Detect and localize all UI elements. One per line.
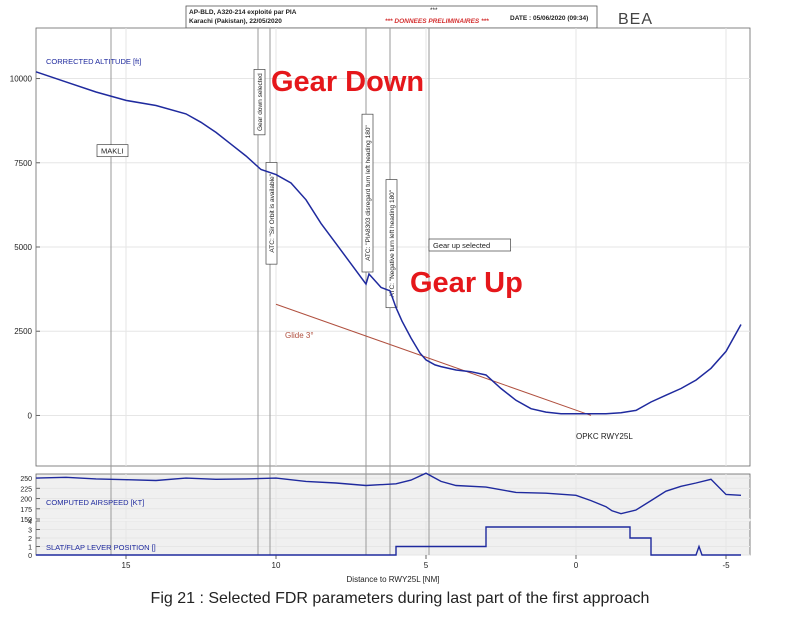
header-status: *** DONNEES PRELIMINAIRES *** — [385, 18, 489, 25]
header-flight: Karachi (Pakistan), 22/05/2020 — [189, 18, 282, 25]
event-marker-group: Gear down selected — [253, 69, 266, 136]
altitude-y-ticks: 0 2500 5000 7500 10000 — [10, 75, 40, 420]
y-tick-label: 3 — [28, 528, 32, 535]
flap-series-line — [36, 526, 741, 556]
event-marker-label: Gear down selected — [257, 73, 264, 131]
event-marker-group: ATC: "PIA8303 disregard turn left headin… — [361, 113, 374, 273]
y-tick-label: 10000 — [10, 75, 33, 84]
y-tick-label: 5000 — [14, 243, 32, 252]
x-tick-label: 10 — [272, 561, 281, 570]
event-marker-box — [385, 179, 398, 309]
y-tick-label: 0 — [28, 411, 33, 420]
fdr-figure: AP-BLD, A320-214 exploité par PIA Karach… — [10, 5, 751, 584]
airspeed-ylabel: COMPUTED AIRSPEED [KT] — [46, 498, 144, 507]
event-marker-box — [428, 238, 511, 252]
airspeed-series-line — [35, 472, 742, 515]
event-marker-label: MAKLI — [101, 147, 124, 156]
y-tick-label: 4 — [28, 519, 32, 526]
figure-caption: Fig 21 : Selected FDR parameters during … — [150, 590, 650, 607]
airspeed-grid — [36, 474, 750, 520]
y-tick-label: 2 — [28, 536, 32, 543]
event-markers: MAKLI Gear down selected ATC: "Sir Orbit i… — [96, 28, 511, 555]
x-tick-label: 5 — [424, 561, 429, 570]
bea-logo: BEA — [618, 11, 653, 28]
event-marker-box — [96, 144, 129, 158]
y-tick-label: 1 — [28, 545, 32, 552]
event-marker-label: ATC: "PIA8303 disregard turn left headin… — [365, 125, 372, 261]
event-marker-label: ATC: "Negative turn left heading 180" — [389, 189, 396, 297]
glide-label: Glide 3° — [285, 331, 314, 340]
event-marker-group: ATC: "Negative turn left heading 180" — [385, 179, 398, 309]
glide-slope-line — [275, 303, 592, 416]
header-box: AP-BLD, A320-214 exploité par PIA Karach… — [185, 5, 598, 29]
y-tick-label: 250 — [20, 476, 32, 483]
header-date: DATE : 05/06/2020 (09:34) — [510, 15, 588, 22]
altitude-series-line — [35, 71, 742, 415]
event-marker-group: ATC: "Sir Orbit is available" — [265, 162, 278, 265]
x-axis-label: Distance to RWY25L [NM] — [347, 575, 440, 584]
header-aircraft: AP-BLD, A320-214 exploité par PIA — [189, 9, 297, 16]
header-stars: *** — [430, 7, 438, 14]
event-marker-box — [265, 162, 278, 265]
y-tick-label: 200 — [20, 497, 32, 504]
y-tick-label: 7500 — [14, 159, 32, 168]
event-marker-label: ATC: "Sir Orbit is available" — [269, 173, 276, 252]
event-marker-box — [253, 69, 266, 136]
x-axis-ticks: 15 10 5 0 -5 — [122, 555, 730, 570]
y-tick-label: 175 — [20, 507, 32, 514]
x-tick-label: -5 — [722, 561, 730, 570]
gear-down-callout: Gear Down — [271, 66, 424, 98]
runway-label: OPKC RWY25L — [576, 432, 633, 441]
y-tick-label: 2500 — [14, 327, 32, 336]
x-tick-label: 0 — [574, 561, 579, 570]
y-tick-label: 0 — [28, 553, 32, 560]
y-tick-label: 150 — [20, 517, 32, 524]
altitude-ylabel: CORRECTED ALTITUDE [ft] — [46, 57, 141, 66]
y-tick-label: 225 — [20, 486, 32, 493]
x-tick-label: 15 — [122, 561, 131, 570]
event-marker-box — [361, 113, 374, 273]
flap-ylabel: SLAT/FLAP LEVER POSITION [] — [46, 543, 156, 552]
gear-up-callout: Gear Up — [410, 267, 523, 299]
event-marker-label: Gear up selected — [433, 241, 490, 250]
